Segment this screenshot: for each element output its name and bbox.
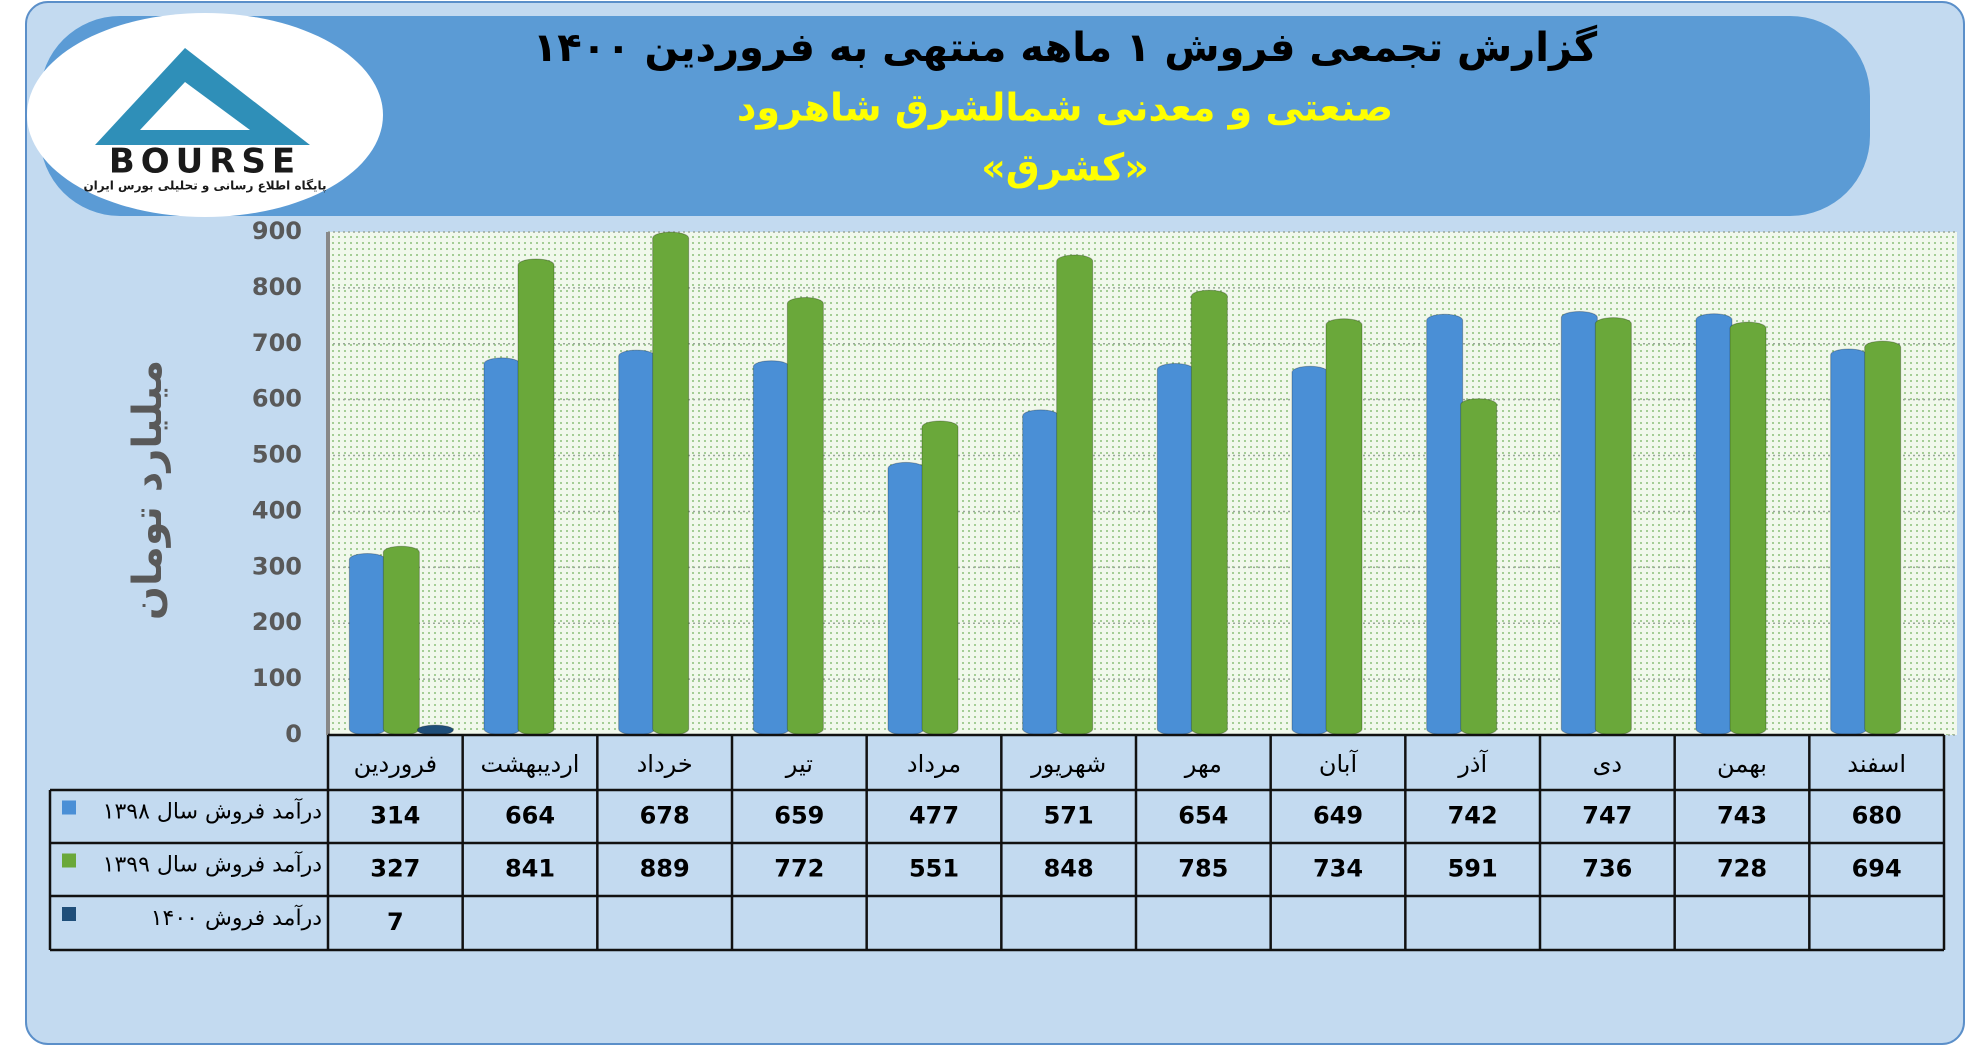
table-value: 743	[1717, 802, 1767, 830]
chart-symbol: «کشرق»	[981, 146, 1149, 190]
bar	[1864, 340, 1902, 736]
table-value: 694	[1852, 855, 1902, 883]
y-tick-label: 800	[252, 273, 302, 301]
table-value: 889	[640, 855, 690, 883]
table-value: 664	[505, 802, 555, 830]
x-tick-label: اردیبهشت	[481, 750, 580, 778]
table-value: 551	[909, 855, 959, 883]
table-value: 477	[909, 802, 959, 830]
x-tick-label: آذر	[1457, 749, 1488, 778]
table-value: 742	[1448, 802, 1498, 830]
bar	[786, 297, 824, 736]
table-value: 772	[774, 855, 824, 883]
table-value: 785	[1178, 855, 1228, 883]
bar	[1291, 365, 1329, 736]
table-value: 591	[1448, 855, 1498, 883]
table-value: 314	[370, 802, 420, 830]
bar	[652, 231, 690, 736]
table-value: 571	[1044, 802, 1094, 830]
y-tick-label: 600	[252, 385, 302, 413]
x-tick-label: خرداد	[637, 750, 693, 778]
legend-label: درآمد فروش سال ۱۳۹۸	[103, 798, 322, 825]
legend-key	[62, 907, 76, 921]
logo-subtitle: پایگاه اطلاع رسانی و تحلیلی بورس ایران	[83, 179, 326, 194]
y-tick-label: 100	[252, 664, 302, 692]
bar	[752, 360, 790, 736]
legend-key	[62, 800, 76, 815]
table-value: 841	[505, 855, 555, 883]
y-tick-label: 500	[252, 441, 302, 469]
table-value: 736	[1582, 855, 1632, 883]
x-tick-label: دی	[1593, 750, 1622, 778]
x-tick-label: مرداد	[907, 750, 961, 778]
bar	[1056, 254, 1094, 736]
table-value: 728	[1717, 855, 1767, 883]
y-tick-label: 700	[252, 329, 302, 357]
logo-text: BOURSE	[109, 142, 301, 182]
bar	[618, 349, 656, 736]
bar	[1460, 398, 1498, 736]
x-tick-label: آبان	[1319, 749, 1359, 778]
bar	[1594, 317, 1632, 736]
table-value: 654	[1178, 802, 1228, 830]
chart-title: گزارش تجمعی فروش ۱ ماهه منتهی به فروردین…	[533, 24, 1598, 71]
y-axis-label: میلیارد تومان	[125, 360, 171, 620]
x-tick-label: مهر	[1184, 750, 1222, 778]
x-tick-label: تیر	[785, 750, 813, 778]
x-tick-label: بهمن	[1717, 750, 1767, 778]
y-tick-label: 0	[285, 720, 302, 748]
header-banner	[40, 16, 1870, 216]
bar	[1560, 311, 1598, 736]
table-value: 649	[1313, 802, 1363, 830]
legend-label: درآمد فروش سال ۱۳۹۹	[103, 851, 322, 878]
table-value: 678	[640, 802, 690, 830]
bar	[1022, 409, 1060, 736]
bar	[1830, 348, 1868, 736]
bar	[382, 545, 420, 736]
y-tick-label: 300	[252, 552, 302, 580]
bar	[1190, 289, 1228, 736]
x-tick-label: شهریور	[1030, 750, 1106, 778]
y-tick-label: 900	[252, 217, 302, 245]
table-value: 680	[1852, 802, 1902, 830]
bar	[921, 420, 959, 736]
table-value: 7	[387, 908, 404, 936]
plot-area	[328, 232, 1957, 735]
legend-label: درآمد فروش ۱۴۰۰	[151, 904, 322, 931]
bar	[1156, 362, 1194, 736]
table-value: 327	[370, 855, 420, 883]
bar	[348, 553, 386, 736]
table-value: 659	[774, 802, 824, 830]
table-value: 848	[1044, 855, 1094, 883]
chart-subtitle: صنعتی و معدنی شمالشرق شاهرود	[737, 86, 1393, 131]
bar	[483, 357, 521, 736]
y-tick-label: 400	[252, 496, 302, 524]
bar	[1426, 313, 1464, 736]
bar	[517, 258, 555, 736]
bar	[887, 461, 925, 736]
logo-icon-inner	[140, 82, 250, 130]
bar	[1695, 313, 1733, 736]
table-value: 747	[1582, 802, 1632, 830]
table-value: 734	[1313, 855, 1363, 883]
legend-key	[62, 853, 76, 868]
bar	[416, 724, 454, 736]
bar	[1325, 318, 1363, 736]
bar	[1729, 321, 1767, 736]
x-tick-label: فروردین	[354, 750, 438, 778]
y-tick-label: 200	[252, 608, 302, 636]
x-tick-label: اسفند	[1847, 750, 1906, 778]
